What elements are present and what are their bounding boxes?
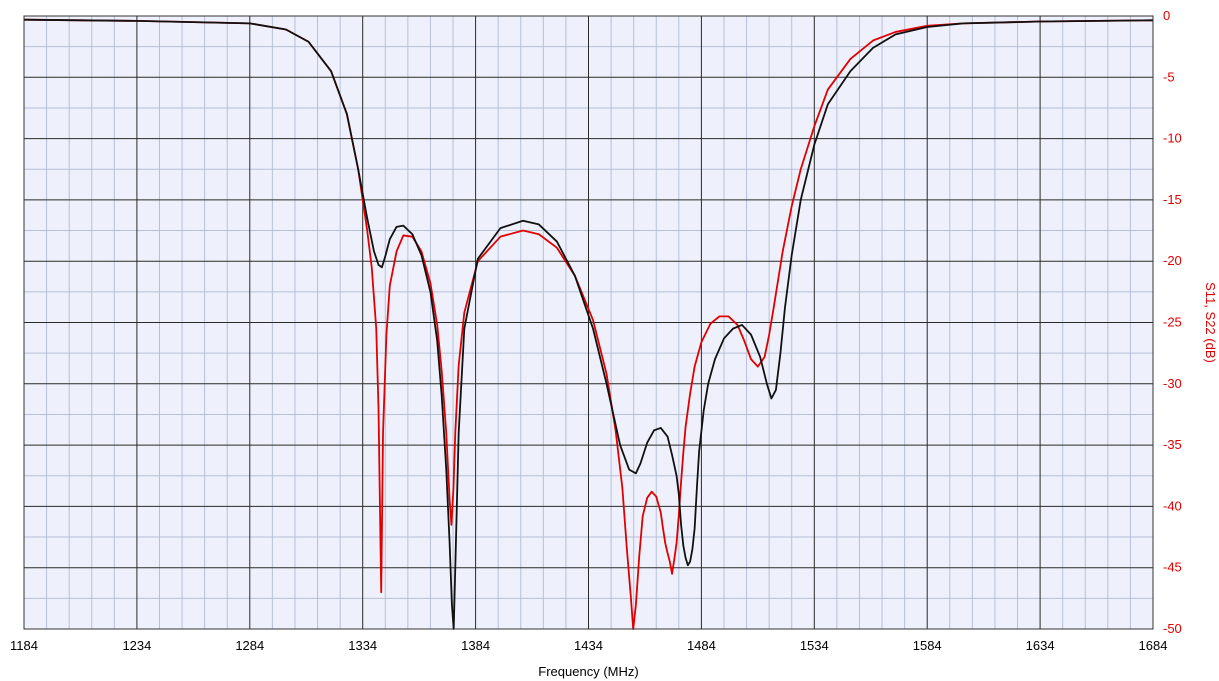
y-tick-labels: 0 -5 -10 -15 -20 -25 -30 -35 -40 -45 -50 — [1163, 8, 1182, 636]
x-tick-label: 1234 — [122, 638, 151, 653]
series-line-1 — [23, 18, 1154, 630]
y-tick-label: -5 — [1163, 69, 1175, 84]
x-tick-label: 1334 — [348, 638, 377, 653]
x-tick-label: 1484 — [687, 638, 716, 653]
y-tick-label: -25 — [1163, 315, 1182, 330]
y-tick-label: 0 — [1163, 8, 1170, 23]
y-tick-label: -45 — [1163, 560, 1182, 575]
x-tick-label: 1684 — [1139, 638, 1168, 653]
x-tick-labels: 1184 1234 1284 1334 1384 1434 1484 1534 1584 1634… — [10, 638, 1167, 653]
x-tick-label: 1184 — [10, 638, 38, 653]
y-tick-label: -10 — [1163, 131, 1182, 146]
x-axis-label: Frequency (MHz) — [538, 664, 638, 679]
y-tick-label: -20 — [1163, 253, 1182, 268]
y-tick-label: -30 — [1163, 376, 1182, 391]
x-tick-label: 1634 — [1026, 638, 1055, 653]
x-tick-label: 1584 — [913, 638, 942, 653]
x-tick-label: 1534 — [800, 638, 829, 653]
x-tick-label: 1434 — [574, 638, 603, 653]
series-line-2 — [23, 18, 1154, 630]
y-tick-label: -50 — [1163, 621, 1182, 636]
series-layer — [23, 18, 1154, 630]
y-tick-label: -40 — [1163, 498, 1182, 513]
x-tick-label: 1384 — [461, 638, 490, 653]
x-tick-label: 1284 — [235, 638, 264, 653]
y-axis-label-right: S11, S22 (dB) — [1203, 282, 1218, 363]
y-tick-label: -15 — [1163, 192, 1182, 207]
y-tick-label: -35 — [1163, 437, 1182, 452]
plot-frame — [23, 15, 1154, 630]
